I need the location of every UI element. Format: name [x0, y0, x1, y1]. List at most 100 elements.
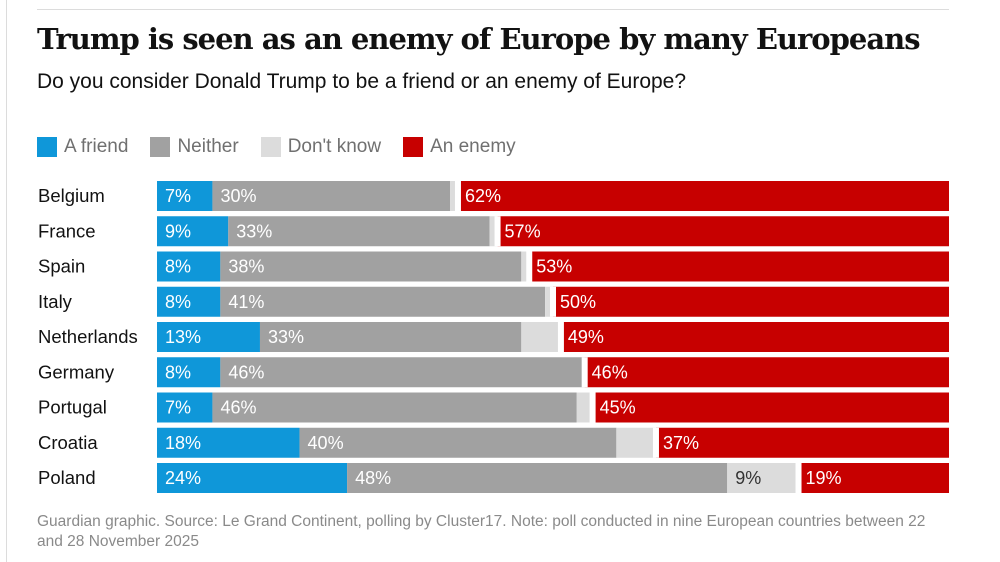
- country-label-croatia: Croatia: [38, 432, 98, 453]
- bar-gap-croatia: [652, 427, 659, 458]
- value-label-neither-poland: 48%: [355, 468, 391, 488]
- value-label-friend-france: 9%: [165, 221, 191, 241]
- legend-label-friend: A friend: [64, 136, 129, 157]
- bar-segment-enemy-belgium: [457, 181, 949, 211]
- legend-label-dont-know: Don't know: [287, 136, 382, 157]
- country-label-spain: Spain: [38, 256, 85, 277]
- bar-segment-neither-germany: [220, 357, 585, 388]
- top-divider: [37, 9, 949, 10]
- bar-segment-neither-croatia: [299, 427, 617, 458]
- bar-gap-france: [494, 216, 501, 247]
- value-label-neither-italy: 41%: [228, 292, 264, 312]
- value-label-enemy-italy: 50%: [560, 292, 596, 312]
- value-label-friend-portugal: 7%: [165, 398, 191, 418]
- chart-title: Trump is seen as an enemy of Europe by m…: [37, 22, 921, 56]
- value-label-friend-italy: 8%: [165, 292, 191, 312]
- bar-segment-enemy-netherlands: [560, 322, 949, 352]
- value-label-friend-spain: 8%: [165, 257, 191, 277]
- bar-segment-friend-netherlands: [157, 322, 260, 352]
- bar-segment-dont-know-italy: [545, 286, 553, 317]
- value-label-friend-poland: 24%: [165, 468, 201, 488]
- legend-label-enemy: An enemy: [430, 136, 516, 157]
- bar-segment-neither-france: [228, 216, 490, 247]
- bar-segment-enemy-portugal: [592, 392, 949, 423]
- legend-swatch-dont-know: [260, 137, 281, 157]
- bar-gap-belgium: [454, 181, 461, 211]
- bar-segment-dont-know-spain: [521, 251, 530, 282]
- bar-segment-friend-portugal: [157, 392, 213, 423]
- bar-segment-friend-germany: [157, 357, 221, 388]
- value-label-enemy-france: 57%: [505, 221, 541, 241]
- bar-segment-dont-know-netherlands: [521, 322, 561, 352]
- value-label-neither-germany: 46%: [228, 362, 264, 382]
- legend-item-dont-know: Don't know: [260, 136, 382, 158]
- bar-segment-enemy-poland: [798, 463, 949, 493]
- value-label-neither-portugal: 46%: [220, 398, 256, 418]
- bar-gap-spain: [526, 251, 533, 282]
- bar-gap-poland: [795, 463, 802, 493]
- value-label-enemy-germany: 46%: [592, 362, 628, 382]
- value-label-neither-spain: 38%: [228, 257, 264, 277]
- bar-segment-neither-italy: [220, 286, 546, 317]
- chart-legend: A friend Neither Don't know An enemy: [37, 136, 538, 158]
- country-label-belgium: Belgium: [38, 185, 105, 206]
- bar-segment-friend-italy: [157, 286, 221, 317]
- country-label-france: France: [38, 220, 96, 241]
- value-label-friend-netherlands: 13%: [165, 327, 201, 347]
- legend-item-friend: A friend: [37, 136, 128, 158]
- country-label-germany: Germany: [38, 361, 115, 382]
- bar-segment-dont-know-poland: [727, 463, 799, 493]
- bar-gap-netherlands: [557, 322, 564, 352]
- bar-segment-enemy-spain: [529, 251, 949, 282]
- country-label-italy: Italy: [38, 291, 73, 312]
- bar-segment-dont-know-portugal: [576, 392, 593, 423]
- country-label-portugal: Portugal: [38, 397, 107, 418]
- legend-item-enemy: An enemy: [403, 136, 516, 158]
- bar-segment-neither-poland: [347, 463, 728, 493]
- bar-segment-enemy-france: [497, 216, 949, 247]
- country-label-poland: Poland: [38, 467, 96, 488]
- bar-gap-germany: [581, 357, 588, 388]
- value-label-neither-france: 33%: [236, 221, 272, 241]
- bar-segment-neither-netherlands: [259, 322, 522, 352]
- bar-gap-italy: [550, 286, 556, 317]
- source-note: Guardian graphic. Source: Le Grand Conti…: [37, 513, 926, 550]
- value-label-neither-netherlands: 33%: [268, 327, 304, 347]
- country-label-netherlands: Netherlands: [38, 326, 138, 347]
- bar-segment-enemy-croatia: [655, 427, 949, 458]
- bar-segment-friend-france: [157, 216, 229, 247]
- bar-segment-friend-belgium: [157, 181, 213, 211]
- bar-segment-neither-portugal: [212, 392, 577, 423]
- left-divider: [6, 0, 7, 562]
- chart-subtitle: Do you consider Donald Trump to be a fri…: [37, 70, 687, 93]
- value-label-enemy-belgium: 62%: [465, 186, 501, 206]
- bar-segment-dont-know-croatia: [616, 427, 656, 458]
- value-label-enemy-croatia: 37%: [663, 433, 699, 453]
- bar-segment-neither-belgium: [212, 181, 451, 211]
- legend-swatch-neither: [150, 137, 171, 157]
- bar-segment-friend-poland: [157, 463, 348, 493]
- value-label-friend-germany: 8%: [165, 362, 191, 382]
- value-label-enemy-portugal: 45%: [600, 398, 636, 418]
- bar-segment-neither-spain: [220, 251, 522, 282]
- bar-segment-enemy-italy: [553, 286, 949, 317]
- bar-segment-dont-know-belgium: [450, 181, 458, 211]
- stacked-bar-chart: Belgium 7% 30% 62% France 9% 33% 57% Spain 8% 38% 5…: [38, 181, 949, 493]
- legend-swatch-enemy: [403, 137, 424, 157]
- legend-item-neither: Neither: [150, 136, 239, 158]
- bar-gap-portugal: [589, 392, 596, 423]
- legend-label-neither: Neither: [177, 136, 239, 157]
- value-label-dont-know-poland: 9%: [735, 468, 761, 488]
- legend-swatch-friend: [37, 137, 57, 157]
- value-label-neither-belgium: 30%: [220, 186, 256, 206]
- value-label-neither-croatia: 40%: [308, 433, 344, 453]
- value-label-enemy-netherlands: 49%: [568, 327, 604, 347]
- bar-segment-friend-croatia: [157, 427, 300, 458]
- value-label-enemy-poland: 19%: [806, 468, 842, 488]
- value-label-friend-belgium: 7%: [165, 186, 191, 206]
- bar-segment-friend-spain: [157, 251, 221, 282]
- bar-segment-enemy-germany: [584, 357, 949, 388]
- bar-segment-dont-know-france: [489, 216, 498, 247]
- value-label-friend-croatia: 18%: [165, 433, 201, 453]
- value-label-enemy-spain: 53%: [536, 257, 572, 277]
